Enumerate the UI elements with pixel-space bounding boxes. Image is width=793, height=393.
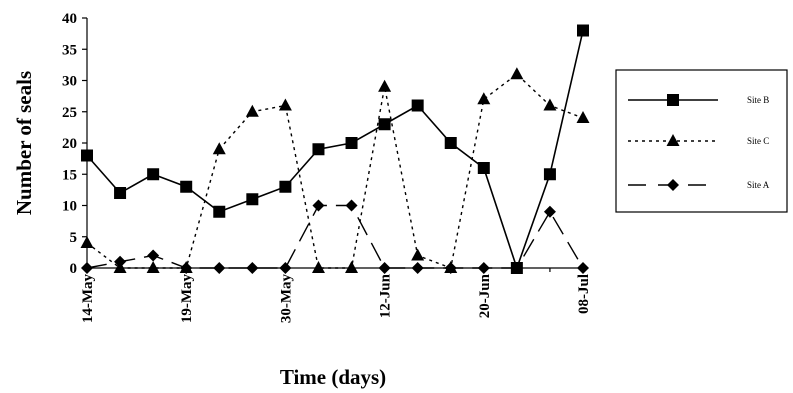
data-point-triangle bbox=[510, 67, 524, 80]
y-axis-title: Number of seals bbox=[12, 71, 36, 215]
x-axis-title: Time (days) bbox=[280, 365, 386, 389]
data-point-diamond bbox=[114, 255, 127, 268]
legend-label: Site A bbox=[747, 180, 770, 190]
data-point-square bbox=[543, 168, 556, 181]
data-point-diamond bbox=[345, 199, 358, 212]
legend: Site B Site C Site A bbox=[615, 69, 788, 213]
data-point-diamond bbox=[147, 249, 160, 262]
y-tick-label: 20 bbox=[62, 136, 77, 152]
y-tick-label: 15 bbox=[62, 167, 77, 183]
legend-entry: Site C bbox=[628, 134, 769, 146]
x-tick-label: 20-Jun bbox=[477, 273, 493, 318]
data-point-triangle bbox=[146, 261, 160, 273]
data-point-square bbox=[477, 162, 490, 174]
x-tick-label: 08-Jul bbox=[576, 274, 592, 314]
data-point-triangle bbox=[212, 142, 226, 155]
legend-label: Site B bbox=[747, 95, 769, 105]
data-point-triangle bbox=[411, 248, 425, 261]
x-tick-label: 12-Jun bbox=[378, 273, 394, 318]
data-point-square bbox=[147, 168, 160, 181]
data-point-square bbox=[378, 118, 391, 131]
data-point-triangle bbox=[543, 98, 557, 111]
data-point-square bbox=[279, 180, 292, 193]
data-point-triangle bbox=[311, 261, 325, 273]
x-tick-label: 30-May bbox=[278, 274, 294, 324]
series-line bbox=[86, 73, 584, 269]
y-tick-label: 0 bbox=[70, 261, 78, 277]
data-point-diamond bbox=[667, 179, 679, 191]
data-point-square bbox=[345, 137, 358, 149]
series-site-b bbox=[81, 24, 589, 274]
data-point-square bbox=[577, 24, 589, 37]
legend-label: Site C bbox=[747, 136, 769, 146]
x-tick-label: 14-May bbox=[80, 274, 96, 324]
data-point-square bbox=[444, 137, 457, 149]
data-point-square bbox=[312, 143, 325, 156]
data-point-triangle bbox=[245, 104, 259, 117]
x-tick-label: 19-May bbox=[179, 274, 195, 324]
data-point-diamond bbox=[543, 205, 556, 218]
y-tick-label: 5 bbox=[70, 230, 78, 246]
data-point-triangle bbox=[477, 92, 491, 105]
data-point-square bbox=[114, 187, 127, 199]
data-point-square bbox=[411, 99, 424, 112]
y-tick-label: 40 bbox=[62, 11, 77, 27]
data-point-triangle bbox=[576, 111, 590, 123]
data-point-square bbox=[213, 205, 226, 218]
series-line bbox=[86, 204, 584, 269]
legend-entry: Site B bbox=[628, 94, 769, 106]
data-point-diamond bbox=[312, 199, 325, 212]
y-tick-label: 30 bbox=[62, 74, 77, 90]
data-point-square bbox=[667, 94, 679, 106]
data-point-square bbox=[180, 180, 193, 193]
y-tick-label: 35 bbox=[62, 42, 77, 58]
y-tick-label: 25 bbox=[62, 105, 77, 121]
data-point-triangle bbox=[345, 261, 359, 273]
data-point-square bbox=[246, 193, 259, 206]
legend-entry: Site A bbox=[628, 179, 770, 191]
data-point-triangle bbox=[378, 79, 392, 92]
series-line bbox=[86, 30, 584, 271]
y-tick-label: 10 bbox=[62, 199, 77, 215]
data-point-triangle bbox=[278, 98, 292, 111]
data-point-triangle bbox=[666, 134, 680, 146]
